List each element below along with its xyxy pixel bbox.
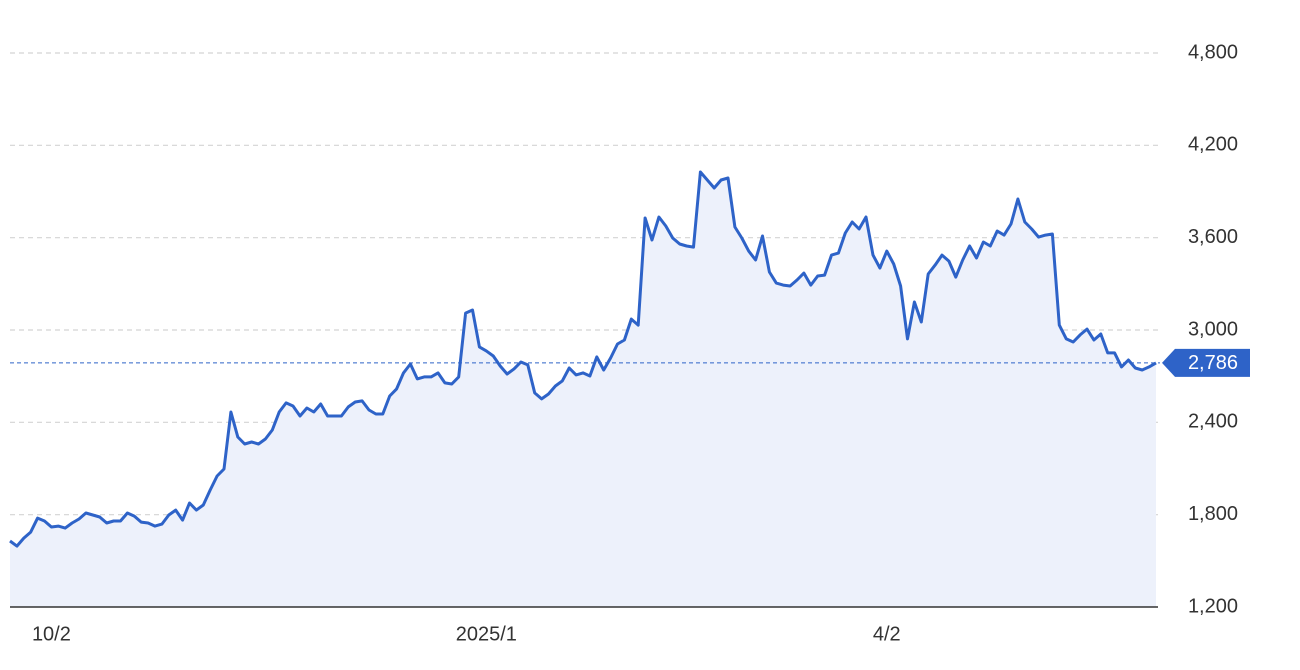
- y-tick-label: 4,200: [1188, 134, 1238, 156]
- x-tick-label: 4/2: [873, 623, 901, 645]
- x-tick-label: 2025/1: [456, 623, 517, 645]
- y-tick-label: 2,400: [1188, 411, 1238, 433]
- y-tick-label: 4,800: [1188, 41, 1238, 63]
- line: [9, 170, 1157, 548]
- y-tick-label: 1,800: [1188, 503, 1238, 525]
- current-price-label: 2,786: [1188, 352, 1238, 374]
- current-price-tag: [1162, 348, 1250, 377]
- area: [10, 172, 1156, 607]
- x-tick-label: 10/2: [32, 623, 71, 645]
- y-tick-label: 1,200: [1188, 595, 1238, 617]
- y-tick-label: 3,000: [1188, 318, 1238, 340]
- y-tick-label: 3,600: [1188, 226, 1238, 248]
